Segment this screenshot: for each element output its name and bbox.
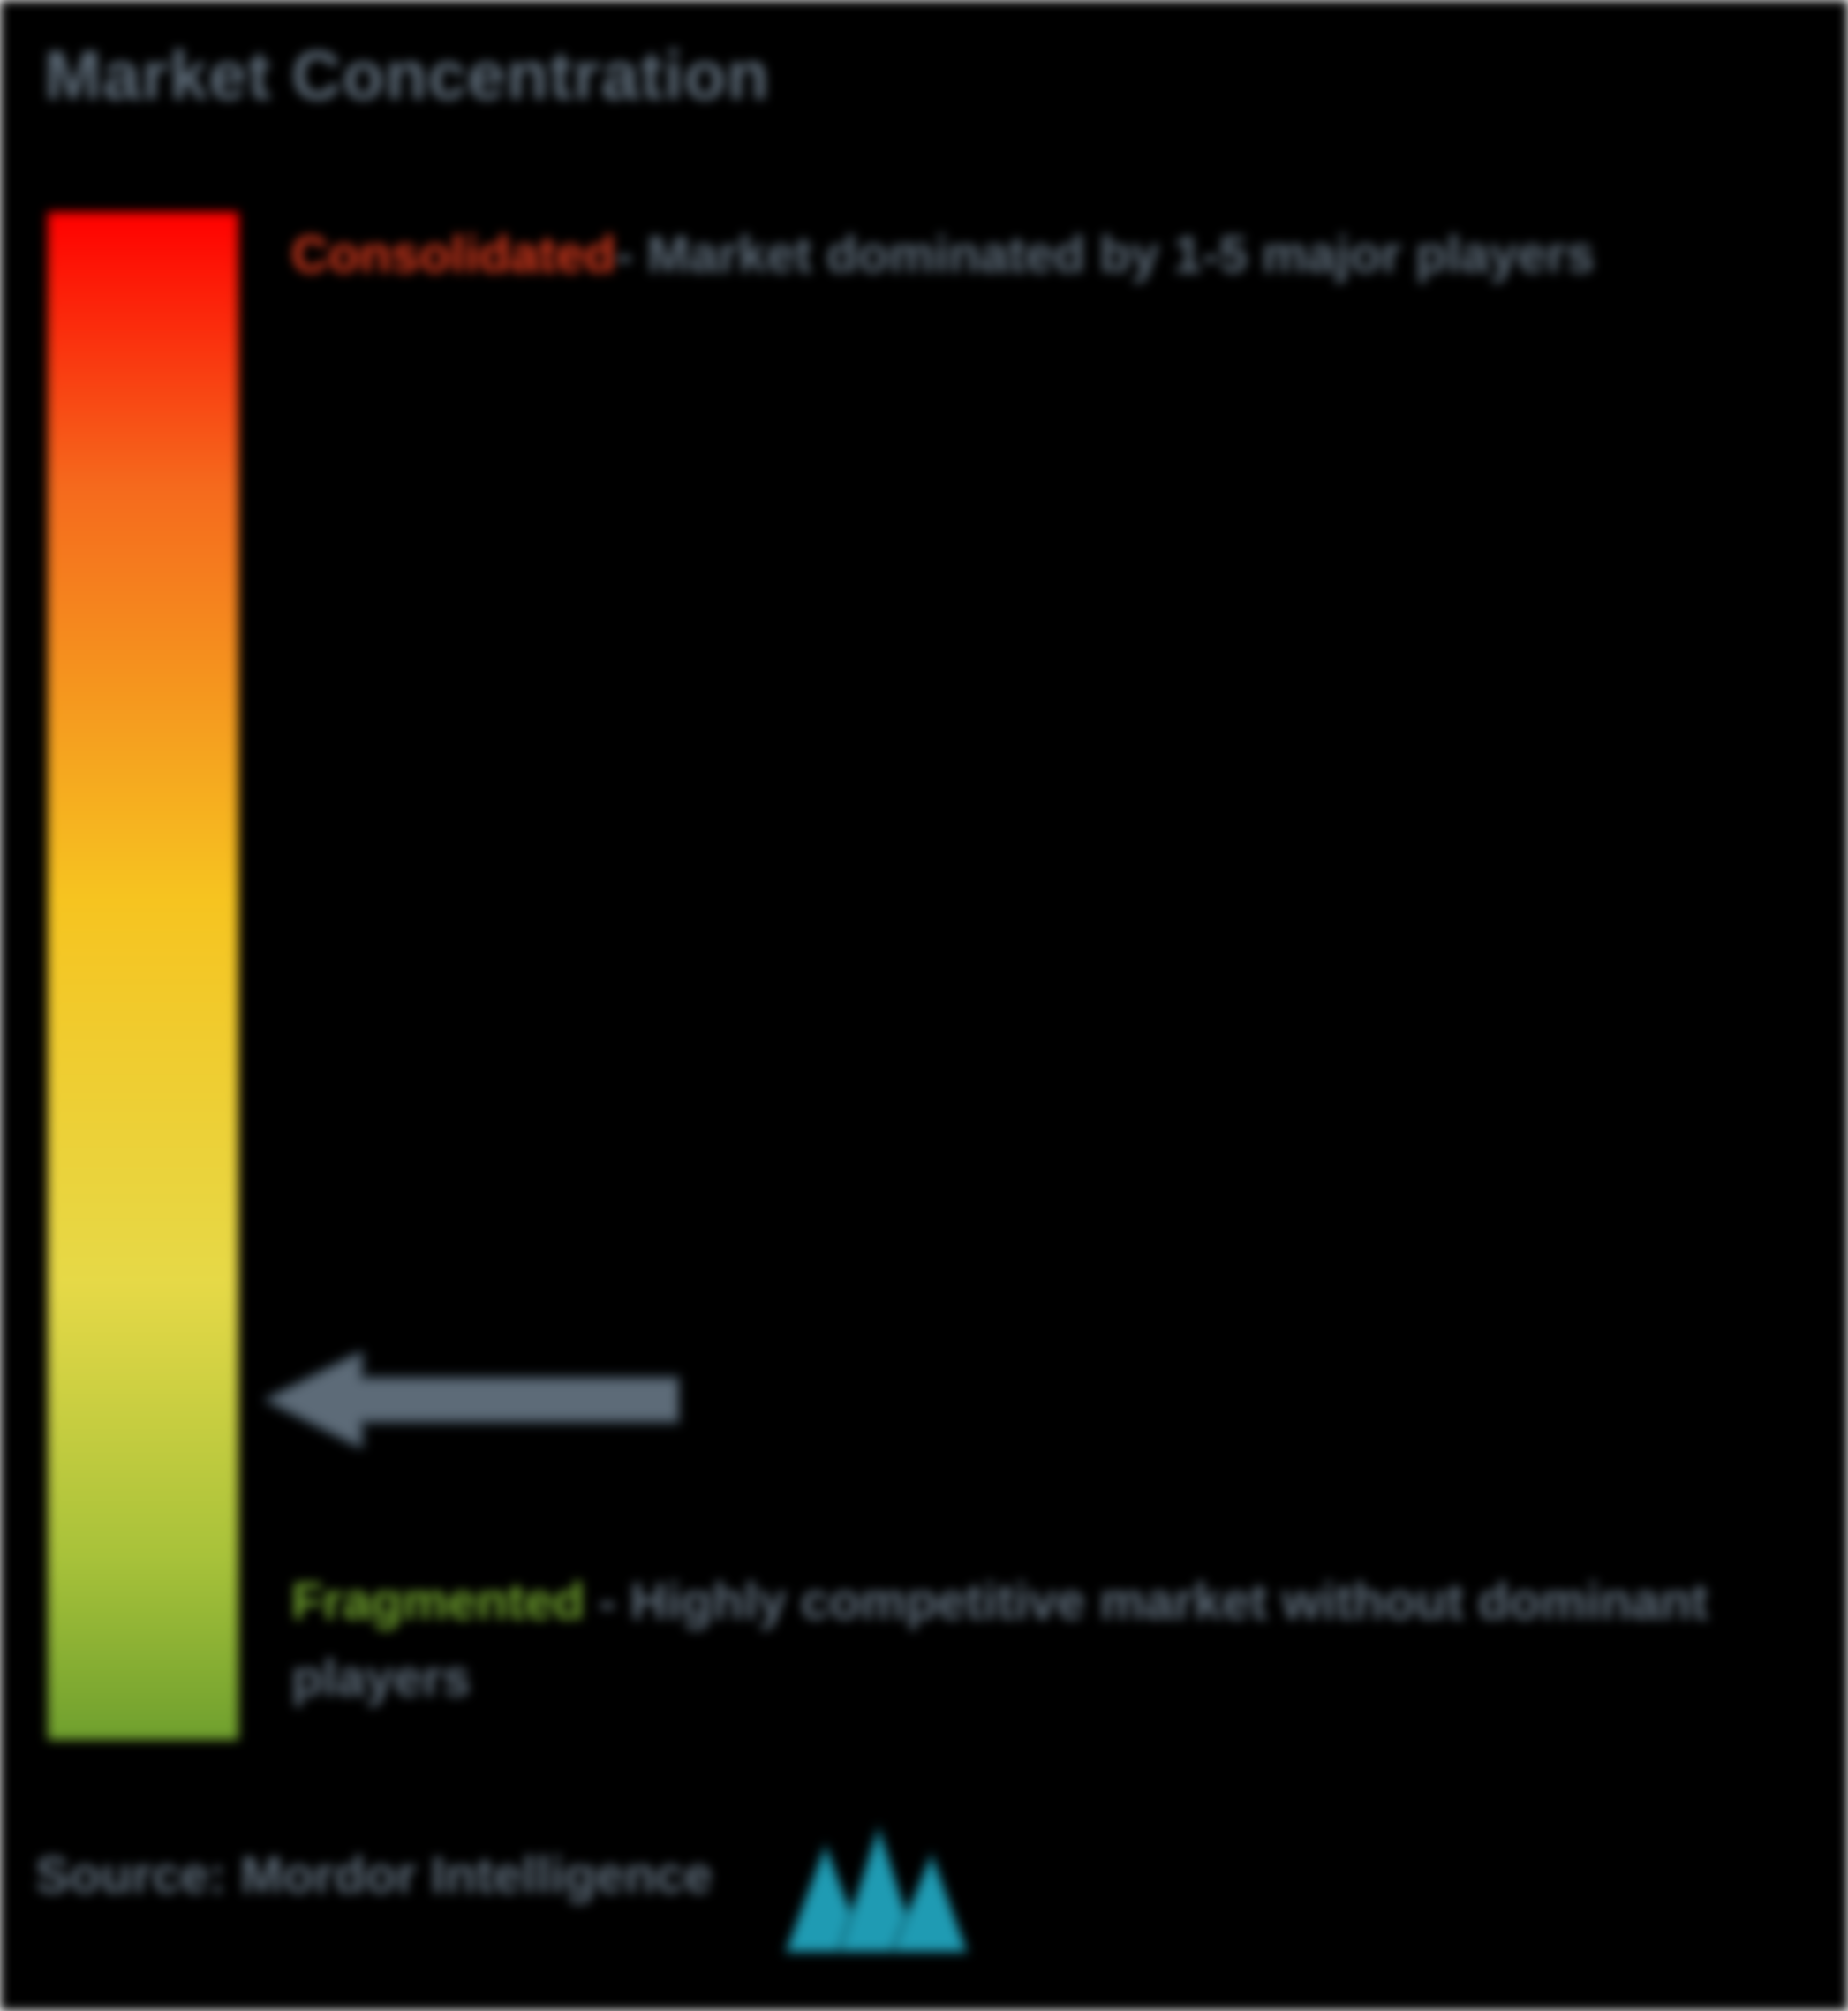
- position-indicator-arrow: [265, 1351, 680, 1448]
- page-root: Market Concentration Consolidated- Marke…: [0, 0, 1848, 2011]
- consolidated-description: - Market dominated by 1-5 major players: [615, 226, 1595, 284]
- source-attribution: Source: Mordor Intelligence: [35, 1846, 713, 1905]
- consolidated-label: Consolidated- Market dominated by 1-5 ma…: [291, 221, 1795, 290]
- source-value: Mordor Intelligence: [240, 1847, 713, 1904]
- consolidated-keyword: Consolidated: [291, 226, 615, 284]
- chart-title: Market Concentration: [44, 35, 770, 116]
- source-label: Source:: [35, 1847, 240, 1904]
- fragmented-keyword: Fragmented: [291, 1573, 585, 1630]
- arrow-left-icon: [265, 1351, 680, 1448]
- concentration-gradient-bar: [48, 212, 238, 1740]
- mordor-logo-icon: [777, 1819, 971, 1969]
- fragmented-label: Fragmented - Highly competitive market w…: [291, 1563, 1795, 1717]
